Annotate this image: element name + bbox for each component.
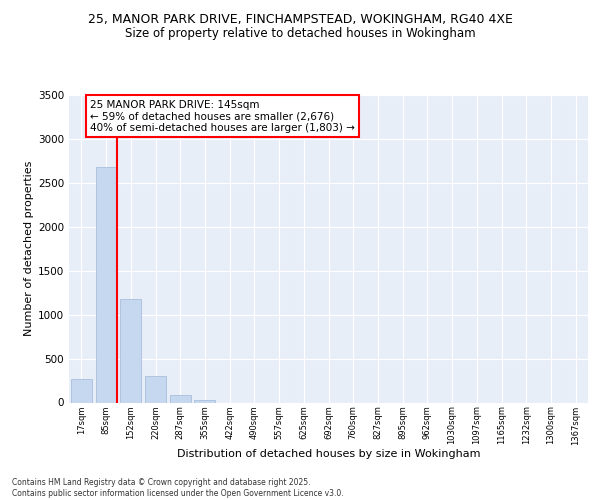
Bar bbox=[95, 167, 116, 402]
Bar bbox=[120, 299, 141, 403]
Bar bbox=[170, 394, 191, 402]
Text: 25, MANOR PARK DRIVE, FINCHAMPSTEAD, WOKINGHAM, RG40 4XE: 25, MANOR PARK DRIVE, FINCHAMPSTEAD, WOK… bbox=[88, 12, 512, 26]
Text: Contains HM Land Registry data © Crown copyright and database right 2025.
Contai: Contains HM Land Registry data © Crown c… bbox=[12, 478, 344, 498]
Text: Size of property relative to detached houses in Wokingham: Size of property relative to detached ho… bbox=[125, 28, 475, 40]
Text: 25 MANOR PARK DRIVE: 145sqm
← 59% of detached houses are smaller (2,676)
40% of : 25 MANOR PARK DRIVE: 145sqm ← 59% of det… bbox=[90, 100, 355, 133]
Bar bbox=[145, 376, 166, 402]
Bar bbox=[194, 400, 215, 402]
Y-axis label: Number of detached properties: Number of detached properties bbox=[24, 161, 34, 336]
X-axis label: Distribution of detached houses by size in Wokingham: Distribution of detached houses by size … bbox=[177, 448, 480, 458]
Bar bbox=[71, 379, 92, 402]
